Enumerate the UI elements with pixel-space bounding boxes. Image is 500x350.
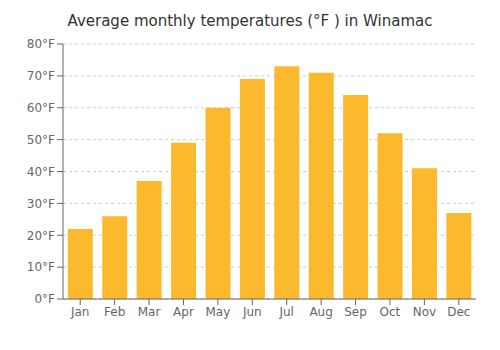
svg-text:50°F: 50°F xyxy=(27,133,55,147)
svg-text:Mar: Mar xyxy=(138,305,161,319)
svg-text:20°F: 20°F xyxy=(27,229,55,243)
svg-text:Jun: Jun xyxy=(242,305,262,319)
svg-text:10°F: 10°F xyxy=(27,260,55,274)
svg-text:Jul: Jul xyxy=(278,305,293,319)
svg-text:0°F: 0°F xyxy=(34,292,55,306)
svg-text:60°F: 60°F xyxy=(27,101,55,115)
svg-text:May: May xyxy=(205,305,230,319)
svg-text:Dec: Dec xyxy=(447,305,470,319)
svg-text:30°F: 30°F xyxy=(27,197,55,211)
svg-text:Nov: Nov xyxy=(413,305,436,319)
svg-text:Apr: Apr xyxy=(173,305,194,319)
svg-text:80°F: 80°F xyxy=(27,37,55,51)
svg-text:Sep: Sep xyxy=(344,305,367,319)
svg-text:70°F: 70°F xyxy=(27,69,55,83)
html-text:Average monthly temperatures (: Average monthly temperatures (°F ) in Wi… xyxy=(67,12,433,30)
svg-text:40°F: 40°F xyxy=(27,165,55,179)
svg-text:Aug: Aug xyxy=(309,305,332,319)
svg-text:Feb: Feb xyxy=(104,305,125,319)
svg-text:Oct: Oct xyxy=(380,305,401,319)
svg-text:Jan: Jan xyxy=(70,305,90,319)
